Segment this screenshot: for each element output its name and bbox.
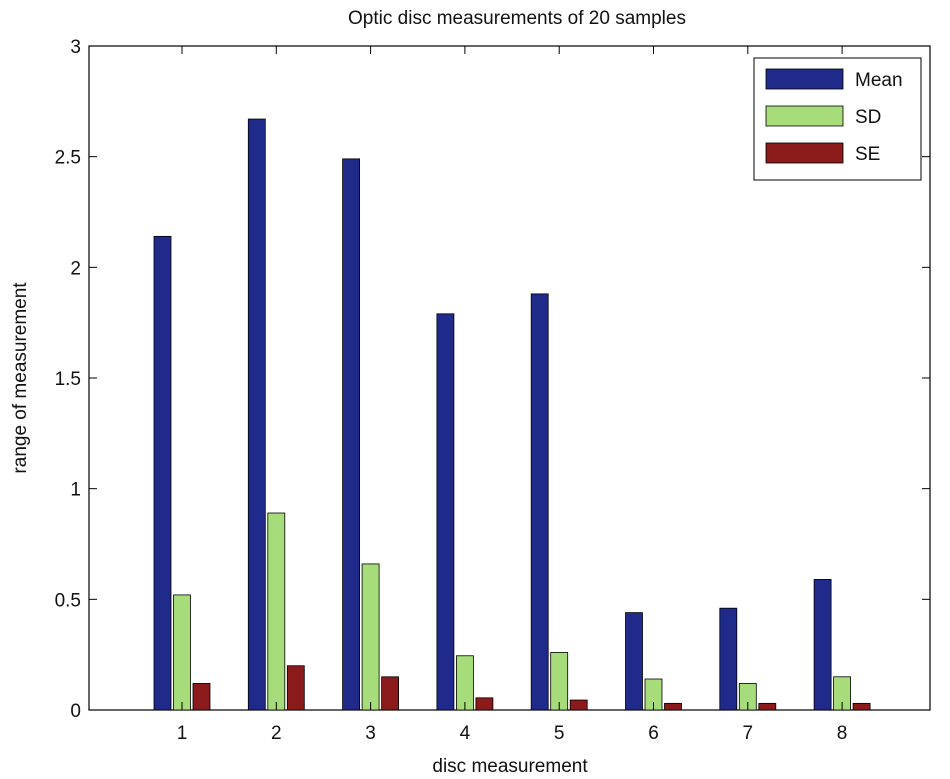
y-tick-label: 0 (70, 701, 81, 722)
x-tick-label: 7 (743, 723, 754, 744)
bar-se-2 (286, 665, 305, 711)
chart-title: Optic disc measurements of 20 samples (348, 8, 686, 29)
x-tick-label: 1 (177, 723, 188, 744)
bar-sd-3 (361, 563, 380, 711)
bar-mean-8 (813, 579, 832, 711)
x-tick-label: 6 (648, 723, 659, 744)
legend-label-mean: Mean (855, 70, 903, 91)
legend: Mean SD SE (753, 57, 922, 181)
bar-sd-2 (267, 512, 286, 711)
bar-se-1 (192, 683, 211, 711)
y-tick-label: 2 (70, 258, 81, 279)
x-tick-label: 5 (554, 723, 565, 744)
bar-se-8 (852, 702, 871, 711)
legend-swatch-se (765, 142, 844, 164)
y-tick-label: 2.5 (55, 148, 81, 169)
bar-mean-2 (247, 118, 266, 711)
y-tick-label: 1 (70, 480, 81, 501)
legend-swatch-mean (765, 68, 844, 90)
x-tick-label: 3 (365, 723, 376, 744)
x-tick-label: 8 (837, 723, 848, 744)
y-axis: 0 0.5 1 1.5 2 2.5 3 (55, 37, 930, 722)
x-axis: 1 2 3 4 5 6 7 8 (177, 46, 848, 744)
x-tick-label: 2 (271, 723, 282, 744)
bar-sd-1 (173, 594, 191, 711)
bar-se-5 (569, 699, 588, 711)
y-tick-label: 1.5 (55, 369, 81, 390)
bars-group (153, 118, 871, 711)
bar-se-6 (664, 702, 682, 711)
bar-mean-3 (342, 158, 361, 711)
bar-mean-7 (719, 607, 738, 711)
y-tick-label: 3 (70, 37, 81, 58)
x-tick-label: 4 (460, 723, 471, 744)
legend-swatch-sd (765, 105, 844, 127)
legend-label-sd: SD (855, 107, 881, 128)
bar-se-4 (475, 697, 494, 711)
y-tick-label: 0.5 (55, 590, 81, 611)
bar-mean-1 (153, 235, 172, 711)
bar-sd-4 (455, 655, 474, 711)
y-axis-label: range of measurement (10, 282, 31, 474)
legend-label-se: SE (855, 144, 880, 165)
bar-mean-5 (530, 293, 549, 711)
bar-mean-4 (436, 313, 455, 711)
bar-se-7 (758, 702, 777, 711)
x-axis-label: disc measurement (432, 756, 588, 777)
bar-sd-5 (550, 652, 569, 711)
bar-mean-6 (625, 612, 643, 711)
bar-se-3 (381, 676, 400, 711)
